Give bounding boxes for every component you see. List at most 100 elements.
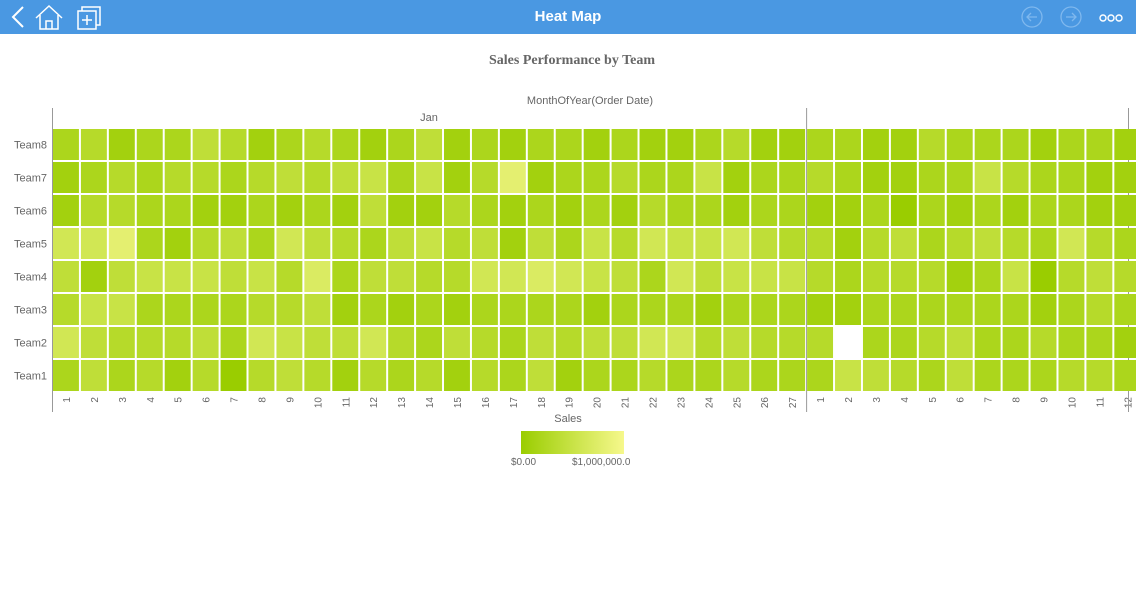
heat-cell bbox=[583, 195, 610, 226]
heat-cell bbox=[946, 228, 973, 259]
heat-cell bbox=[862, 327, 889, 358]
heat-cell bbox=[332, 228, 359, 259]
heat-cell bbox=[695, 294, 722, 325]
heat-cell bbox=[946, 261, 973, 292]
heat-cell bbox=[248, 162, 275, 193]
heat-cell bbox=[1114, 195, 1136, 226]
heat-cell bbox=[444, 294, 470, 325]
heat-cell bbox=[862, 228, 889, 259]
heat-cell bbox=[1114, 261, 1136, 292]
heat-cell bbox=[1002, 129, 1029, 160]
heat-cell bbox=[890, 195, 917, 226]
heat-cell bbox=[611, 195, 638, 226]
heat-cell bbox=[499, 294, 526, 325]
new-button[interactable] bbox=[77, 6, 101, 30]
heat-cell bbox=[1058, 360, 1085, 391]
x-tick-label: 19 bbox=[565, 397, 576, 409]
heat-cell bbox=[527, 360, 554, 391]
heat-cell bbox=[192, 360, 219, 391]
heat-cell bbox=[527, 195, 554, 226]
heat-cell bbox=[53, 129, 79, 160]
heat-cell bbox=[918, 129, 945, 160]
heat-cell bbox=[164, 129, 191, 160]
heat-cell bbox=[53, 162, 79, 193]
heat-cell bbox=[499, 261, 526, 292]
heat-cell bbox=[164, 261, 191, 292]
heat-cell bbox=[388, 327, 415, 358]
heat-cell bbox=[304, 360, 331, 391]
x-tick-label: 27 bbox=[788, 397, 799, 409]
heat-cell bbox=[248, 261, 275, 292]
heat-cell bbox=[388, 129, 415, 160]
heat-cell bbox=[611, 129, 638, 160]
heat-cell bbox=[583, 228, 610, 259]
heat-cell bbox=[416, 195, 443, 226]
heat-cell bbox=[332, 360, 359, 391]
heat-cell bbox=[639, 294, 666, 325]
next-button[interactable] bbox=[1060, 6, 1082, 28]
x-tick-label: 4 bbox=[146, 397, 157, 403]
heat-cell bbox=[862, 261, 889, 292]
heat-cell bbox=[53, 261, 79, 292]
heat-cell bbox=[444, 129, 470, 160]
x-tick-label: 7 bbox=[230, 397, 241, 403]
heat-cell bbox=[1086, 360, 1113, 391]
y-tick-label: Team1 bbox=[14, 371, 47, 383]
heat-cell bbox=[611, 294, 638, 325]
back-button[interactable] bbox=[11, 6, 24, 28]
heat-cell bbox=[1086, 294, 1113, 325]
heat-cell bbox=[248, 294, 275, 325]
heat-cell bbox=[1086, 228, 1113, 259]
heat-cell bbox=[136, 294, 163, 325]
heat-cell bbox=[444, 162, 470, 193]
x-tick-label: 6 bbox=[202, 397, 213, 403]
heat-cell bbox=[388, 360, 415, 391]
heat-cell bbox=[471, 195, 498, 226]
heat-cell bbox=[332, 261, 359, 292]
heat-cell bbox=[611, 162, 638, 193]
heat-cell bbox=[555, 360, 582, 391]
heat-cell bbox=[751, 360, 778, 391]
heat-cell bbox=[862, 195, 889, 226]
heat-cell bbox=[918, 327, 945, 358]
heat-cell bbox=[946, 327, 973, 358]
home-button[interactable] bbox=[35, 4, 63, 30]
heat-cell bbox=[416, 294, 443, 325]
chart-title: Sales Performance by Team bbox=[489, 53, 655, 68]
heat-cell bbox=[304, 327, 331, 358]
heat-cell bbox=[611, 360, 638, 391]
heat-cell bbox=[108, 360, 135, 391]
heat-cell bbox=[723, 129, 750, 160]
heat-cell bbox=[1058, 228, 1085, 259]
y-tick-label: Team3 bbox=[14, 305, 47, 317]
heat-cell bbox=[80, 228, 107, 259]
heat-cell bbox=[499, 162, 526, 193]
heat-cell bbox=[53, 327, 79, 358]
heat-cell bbox=[890, 162, 917, 193]
heat-cell bbox=[388, 228, 415, 259]
x-tick-label: 16 bbox=[481, 397, 492, 409]
heat-cell bbox=[946, 195, 973, 226]
heat-cell bbox=[1114, 294, 1136, 325]
heat-cell bbox=[751, 327, 778, 358]
x-tick-label: 8 bbox=[257, 397, 268, 403]
heat-cell bbox=[136, 261, 163, 292]
heat-cell bbox=[499, 360, 526, 391]
heat-cell bbox=[527, 228, 554, 259]
heat-cell bbox=[667, 327, 694, 358]
heat-cell bbox=[80, 195, 107, 226]
heat-cell bbox=[471, 129, 498, 160]
heat-cell bbox=[723, 327, 750, 358]
heat-cell bbox=[499, 195, 526, 226]
x-tick-label: 2 bbox=[90, 397, 101, 403]
heat-cell bbox=[471, 294, 498, 325]
prev-button[interactable] bbox=[1021, 6, 1043, 28]
heat-cell bbox=[779, 228, 806, 259]
x-tick-label: 25 bbox=[732, 397, 743, 409]
more-button[interactable] bbox=[1099, 14, 1123, 22]
top-bar: Heat Map bbox=[0, 0, 1136, 34]
x-tick-label: 4 bbox=[900, 397, 911, 403]
heat-cell bbox=[276, 327, 303, 358]
heat-cell bbox=[1002, 162, 1029, 193]
